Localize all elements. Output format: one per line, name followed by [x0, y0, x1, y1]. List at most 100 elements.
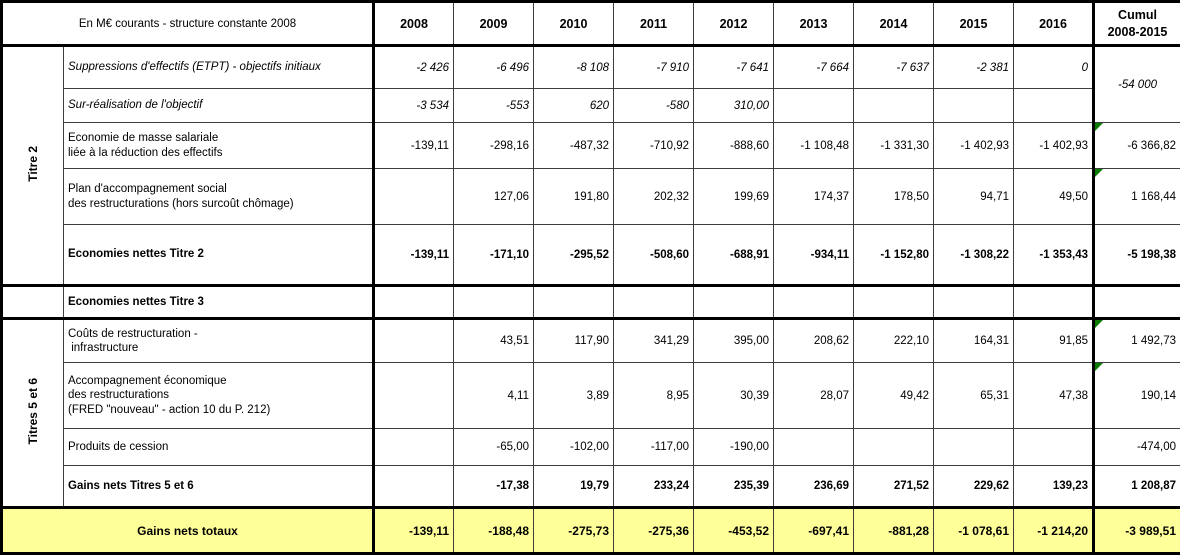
- total-cumul-cell: -3 989,51: [1092, 507, 1180, 554]
- data-cell: [453, 285, 534, 320]
- data-cell: [933, 428, 1014, 466]
- data-cell: 395,00: [693, 318, 774, 363]
- year-header: 2011: [613, 1, 694, 47]
- total-row-label: Gains nets totaux: [1, 507, 374, 554]
- year-header: 2008: [372, 1, 454, 47]
- data-cell: 202,32: [613, 168, 694, 225]
- cumul-cell: 1 208,87: [1092, 465, 1180, 509]
- year-header: 2009: [453, 1, 534, 47]
- error-flag-icon: [1096, 363, 1103, 371]
- data-cell: -3 534: [372, 88, 454, 123]
- data-cell: -934,11: [773, 224, 854, 287]
- data-cell: [372, 362, 454, 429]
- data-cell: -1 331,30: [853, 122, 934, 169]
- data-cell: -139,11: [372, 224, 454, 287]
- data-cell: 4,11: [453, 362, 534, 429]
- data-cell: 8,95: [613, 362, 694, 429]
- data-cell: [533, 285, 614, 320]
- data-cell: [372, 465, 454, 509]
- data-cell: 174,37: [773, 168, 854, 225]
- data-cell: [853, 428, 934, 466]
- data-cell: -6 496: [453, 45, 534, 89]
- cumul-cell: [1092, 285, 1180, 320]
- total-cell: -188,48: [453, 507, 534, 554]
- row-label: Economies nettes Titre 2: [63, 224, 374, 287]
- data-cell: 47,38: [1013, 362, 1094, 429]
- row-label: Accompagnement économique des restructur…: [63, 362, 374, 429]
- data-cell: 49,42: [853, 362, 934, 429]
- data-cell: 271,52: [853, 465, 934, 509]
- data-cell: 310,00: [693, 88, 774, 123]
- data-cell: 191,80: [533, 168, 614, 225]
- data-cell: [773, 285, 854, 320]
- data-cell: -1 108,48: [773, 122, 854, 169]
- data-cell: 208,62: [773, 318, 854, 363]
- group-label-text: Titre 2: [26, 146, 40, 182]
- data-cell: 19,79: [533, 465, 614, 509]
- table-row: Accompagnement économique des restructur…: [2, 362, 1180, 429]
- data-cell: 229,62: [933, 465, 1014, 509]
- data-cell: [773, 88, 854, 123]
- total-cell: -1 214,20: [1013, 507, 1094, 554]
- data-cell: [372, 168, 454, 225]
- data-cell: -2 426: [372, 45, 454, 89]
- data-cell: 43,51: [453, 318, 534, 363]
- data-cell: -553: [453, 88, 534, 123]
- row-label: Gains nets Titres 5 et 6: [63, 465, 374, 509]
- data-cell: [853, 285, 934, 320]
- data-cell: 0: [1013, 45, 1094, 89]
- year-header: 2010: [533, 1, 614, 47]
- table-row: Titres 5 et 6 Coûts de restructuration -…: [1, 318, 1180, 509]
- data-cell: 117,90: [533, 318, 614, 363]
- row-label: Suppressions d'effectifs (ETPT) - object…: [63, 45, 374, 89]
- total-row: Gains nets totaux -139,11 -188,48 -275,7…: [1, 507, 1180, 554]
- year-header: 2013: [773, 1, 854, 47]
- data-cell: -102,00: [533, 428, 614, 466]
- data-cell: 235,39: [693, 465, 774, 509]
- table-row-subtotal: Economies nettes Titre 3: [1, 285, 1180, 320]
- data-cell: 65,31: [933, 362, 1014, 429]
- data-cell: 3,89: [533, 362, 614, 429]
- data-cell: -2 381: [933, 45, 1014, 89]
- table-row: Produits de cession -65,00 -102,00 -117,…: [2, 428, 1180, 466]
- data-cell: 30,39: [693, 362, 774, 429]
- group-label-empty: [1, 285, 64, 320]
- table-title: En M€ courants - structure constante 200…: [1, 1, 374, 47]
- total-cell: -139,11: [372, 507, 454, 554]
- group-label-titres-5-6: Titres 5 et 6: [1, 318, 64, 509]
- data-cell: [853, 88, 934, 123]
- total-cell: -697,41: [773, 507, 854, 554]
- data-cell: -1 402,93: [1013, 122, 1094, 169]
- data-cell: 49,50: [1013, 168, 1094, 225]
- data-cell: 127,06: [453, 168, 534, 225]
- data-cell: -1 152,80: [853, 224, 934, 287]
- data-cell: 91,85: [1013, 318, 1094, 363]
- cumul-value: -6 366,82: [1127, 139, 1176, 152]
- table-row: Sur-réalisation de l'objectif -3 534 -55…: [2, 88, 1180, 123]
- row-label: Economie de masse salariale liée à la ré…: [63, 122, 374, 169]
- data-cell: [613, 285, 694, 320]
- data-cell: -139,11: [372, 122, 454, 169]
- data-cell: 341,29: [613, 318, 694, 363]
- total-cell: -453,52: [693, 507, 774, 554]
- data-cell: -580: [613, 88, 694, 123]
- cumul-cell: -6 366,82: [1092, 122, 1180, 169]
- cumul-cell: 1 168,44: [1092, 168, 1180, 225]
- cumul-cell: 1 492,73: [1092, 318, 1180, 363]
- data-cell: 222,10: [853, 318, 934, 363]
- data-cell: -710,92: [613, 122, 694, 169]
- data-cell: 620: [533, 88, 614, 123]
- data-cell: [372, 285, 454, 320]
- data-cell: 236,69: [773, 465, 854, 509]
- group-label-titre-2: Titre 2: [1, 45, 64, 287]
- data-cell: -1 402,93: [933, 122, 1014, 169]
- total-cell: -275,36: [613, 507, 694, 554]
- cumul-cell-merged: -54 000: [1092, 45, 1180, 123]
- data-cell: 199,69: [693, 168, 774, 225]
- data-cell: [933, 285, 1014, 320]
- data-cell: [1013, 88, 1094, 123]
- year-header: 2016: [1013, 1, 1094, 47]
- data-cell: -171,10: [453, 224, 534, 287]
